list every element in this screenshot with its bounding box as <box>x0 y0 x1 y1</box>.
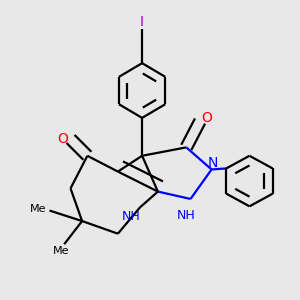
Text: NH: NH <box>177 209 196 222</box>
Text: Me: Me <box>53 246 69 256</box>
Text: Me: Me <box>30 204 47 214</box>
Text: I: I <box>140 15 144 28</box>
Text: O: O <box>57 132 68 146</box>
Text: NH: NH <box>122 210 141 223</box>
Text: O: O <box>201 111 212 125</box>
Text: N: N <box>208 155 218 170</box>
